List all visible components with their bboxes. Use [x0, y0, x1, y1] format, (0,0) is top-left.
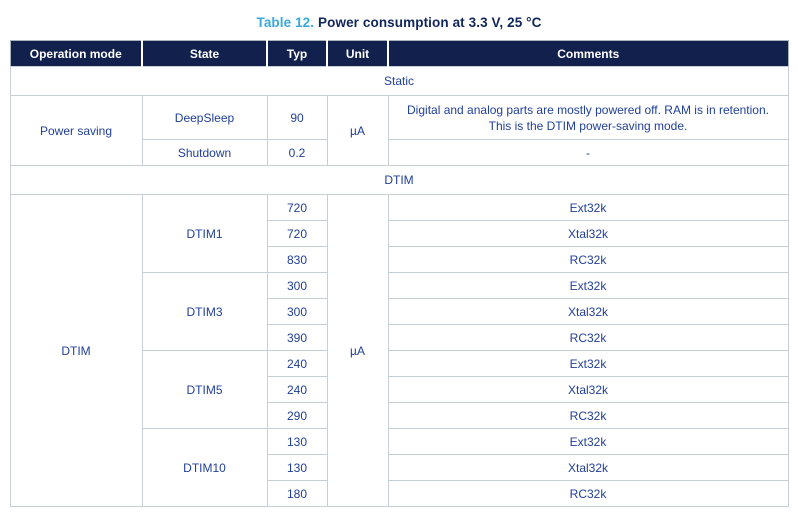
- table-number-label: Table 12.: [256, 15, 315, 30]
- table-row: 830 RC32k: [10, 246, 789, 273]
- col-header-comments: Comments: [387, 40, 788, 67]
- cell-unit: µA: [326, 194, 389, 507]
- cell-typ: 180: [266, 480, 328, 507]
- col-header-unit: Unit: [326, 40, 388, 67]
- cell-state: Shutdown: [141, 139, 268, 166]
- table-row: 390 RC32k: [10, 324, 789, 351]
- cell-comment: Xtal32k: [387, 220, 789, 247]
- cell-state: DeepSleep: [141, 95, 268, 140]
- table-row: 180 RC32k: [10, 480, 789, 507]
- cell-state: DTIM10: [141, 428, 268, 507]
- cell-comment: RC32k: [387, 324, 789, 351]
- band-label-dtim: DTIM: [9, 165, 789, 195]
- cell-comment: RC32k: [387, 246, 789, 273]
- cell-typ: 300: [266, 298, 328, 325]
- cell-typ: 90: [266, 95, 328, 140]
- table-row: DTIM10 130 Ext32k: [10, 428, 789, 507]
- table-title-text: Power consumption at 3.3 V, 25 °C: [318, 15, 542, 30]
- cell-state: DTIM5: [141, 350, 268, 429]
- cell-comment: RC32k: [387, 402, 789, 429]
- cell-comment: Ext32k: [387, 350, 789, 377]
- cell-typ: 390: [266, 324, 328, 351]
- cell-comment: RC32k: [387, 480, 789, 507]
- cell-typ: 300: [266, 272, 328, 299]
- table-row: Power saving DeepSleep 90 µA Digital and…: [9, 95, 789, 166]
- header-row: Operation mode State Typ Unit Comments: [10, 40, 788, 67]
- cell-comment: Xtal32k: [387, 376, 789, 403]
- table-row: DTIM3 300 Ext32k: [10, 272, 789, 351]
- cell-typ: 0.2: [266, 139, 328, 166]
- cell-state: DTIM3: [141, 272, 268, 351]
- table-title: Table 12. Power consumption at 3.3 V, 25…: [0, 0, 798, 40]
- cell-comment: Ext32k: [387, 194, 789, 221]
- cell-typ: 130: [266, 428, 328, 455]
- cell-typ: 240: [266, 376, 328, 403]
- cell-typ: 290: [266, 402, 328, 429]
- cell-comment: Digital and analog parts are mostly powe…: [387, 95, 789, 140]
- cell-comment: Xtal32k: [387, 298, 789, 325]
- band-label-static: Static: [9, 66, 789, 96]
- cell-comment: -: [387, 139, 789, 166]
- table-row: 240 Xtal32k: [10, 376, 789, 403]
- cell-operation-mode: Power saving: [9, 95, 143, 166]
- section-band-row: Static: [9, 66, 789, 96]
- cell-comment: Ext32k: [387, 428, 789, 455]
- table-row: 720 Xtal32k: [10, 220, 789, 247]
- cell-state: DTIM1: [141, 194, 268, 273]
- col-header-state: State: [141, 40, 267, 67]
- cell-typ: 830: [266, 246, 328, 273]
- col-header-operation-mode: Operation mode: [10, 40, 142, 67]
- table-row: 300 Xtal32k: [10, 298, 789, 325]
- cell-typ: 130: [266, 454, 328, 481]
- table-row: DTIM DTIM1 720 µA Ext32k: [9, 194, 789, 507]
- power-consumption-table: Operation mode State Typ Unit Comments S…: [9, 40, 789, 507]
- cell-comment: Xtal32k: [387, 454, 789, 481]
- section-band-row: DTIM: [9, 165, 789, 195]
- col-header-typ: Typ: [266, 40, 327, 67]
- cell-typ: 240: [266, 350, 328, 377]
- cell-typ: 720: [266, 194, 328, 221]
- cell-operation-mode: DTIM: [9, 194, 143, 507]
- cell-typ: 720: [266, 220, 328, 247]
- cell-unit: µA: [326, 95, 389, 166]
- cell-comment: Ext32k: [387, 272, 789, 299]
